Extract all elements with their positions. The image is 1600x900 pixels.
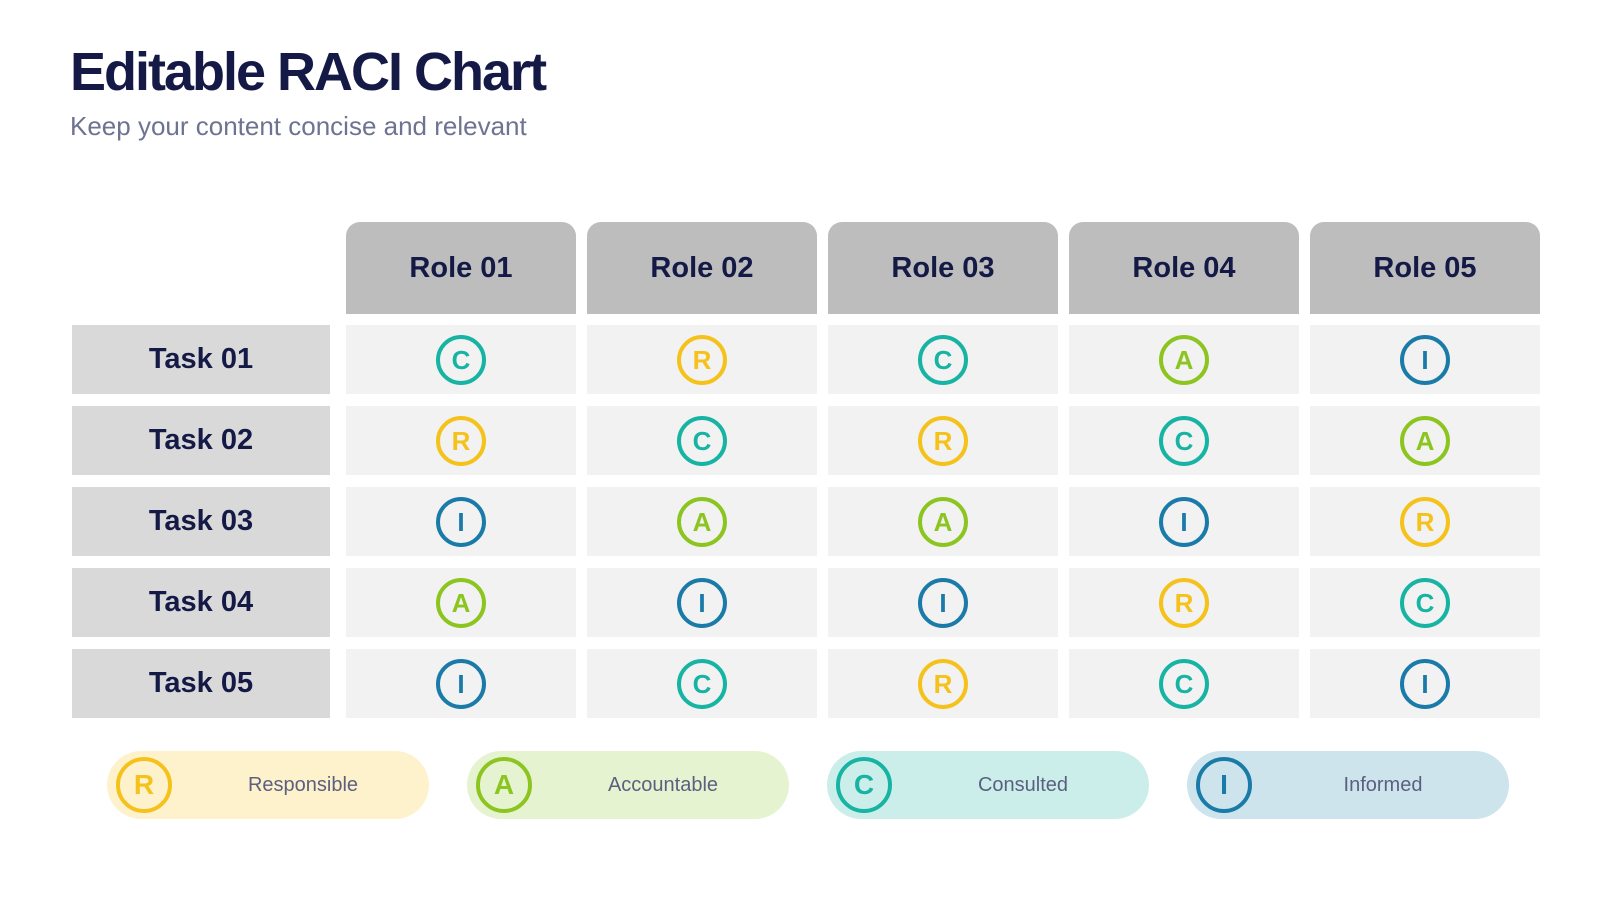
raci-badge: A	[1159, 334, 1209, 385]
raci-badge: I	[677, 577, 727, 628]
raci-cell[interactable]: I	[828, 568, 1058, 637]
raci-badge: A	[677, 496, 727, 547]
raci-cell[interactable]: C	[587, 406, 817, 475]
raci-cell[interactable]: C	[1069, 406, 1299, 475]
raci-badge: R	[1400, 496, 1450, 547]
raci-cell[interactable]: A	[346, 568, 576, 637]
raci-cell[interactable]: C	[587, 649, 817, 718]
legend-item: C Consulted	[827, 751, 1149, 819]
raci-badge: A	[1400, 415, 1450, 466]
legend-label: Informed	[1343, 773, 1423, 796]
raci-badge: I	[1400, 658, 1450, 709]
raci-cell[interactable]: I	[1069, 487, 1299, 556]
legend-item: A Accountable	[467, 751, 789, 819]
legend-label: Accountable	[607, 773, 719, 796]
task-label: Task 05	[72, 649, 330, 718]
task-label: Task 03	[72, 487, 330, 556]
raci-cell[interactable]: I	[1310, 649, 1540, 718]
legend-badge: C	[836, 757, 892, 813]
raci-badge: C	[918, 334, 968, 385]
raci-badge: R	[1159, 577, 1209, 628]
raci-cell[interactable]: R	[828, 649, 1058, 718]
task-label: Task 01	[72, 325, 330, 394]
raci-cell[interactable]: C	[1069, 649, 1299, 718]
raci-cell[interactable]: C	[1310, 568, 1540, 637]
raci-cell[interactable]: C	[346, 325, 576, 394]
raci-cell[interactable]: I	[346, 649, 576, 718]
raci-cell[interactable]: A	[1069, 325, 1299, 394]
raci-badge: I	[1159, 496, 1209, 547]
role-header: Role 02	[587, 222, 817, 314]
raci-badge: C	[436, 334, 486, 385]
raci-badge: C	[1159, 415, 1209, 466]
page-subtitle: Keep your content concise and relevant	[70, 111, 527, 141]
raci-badge: R	[918, 658, 968, 709]
raci-badge: I	[436, 658, 486, 709]
raci-cell[interactable]: A	[1310, 406, 1540, 475]
raci-cell[interactable]: I	[346, 487, 576, 556]
legend-badge: I	[1196, 757, 1252, 813]
raci-badge: C	[677, 658, 727, 709]
raci-cell[interactable]: R	[346, 406, 576, 475]
raci-badge: C	[1159, 658, 1209, 709]
legend-badge: R	[116, 757, 172, 813]
role-header: Role 04	[1069, 222, 1299, 314]
legend-item: I Informed	[1187, 751, 1509, 819]
legend-item: R Responsible	[107, 751, 429, 819]
role-header: Role 03	[828, 222, 1058, 314]
raci-badge: R	[436, 415, 486, 466]
role-header: Role 01	[346, 222, 576, 314]
task-label: Task 04	[72, 568, 330, 637]
raci-badge: A	[436, 577, 486, 628]
raci-badge: I	[918, 577, 968, 628]
legend-badge: A	[476, 757, 532, 813]
raci-cell[interactable]: R	[1310, 487, 1540, 556]
raci-badge: R	[677, 334, 727, 385]
raci-cell[interactable]: R	[1069, 568, 1299, 637]
raci-badge: A	[918, 496, 968, 547]
raci-cell[interactable]: R	[828, 406, 1058, 475]
raci-badge: R	[918, 415, 968, 466]
raci-cell[interactable]: I	[1310, 325, 1540, 394]
raci-cell[interactable]: I	[587, 568, 817, 637]
raci-cell[interactable]: A	[587, 487, 817, 556]
raci-cell[interactable]: A	[828, 487, 1058, 556]
raci-badge: C	[677, 415, 727, 466]
page-title: Editable RACI Chart	[70, 42, 547, 102]
role-header: Role 05	[1310, 222, 1540, 314]
raci-cell[interactable]: C	[828, 325, 1058, 394]
legend-label: Responsible	[247, 773, 359, 796]
raci-badge: I	[436, 496, 486, 547]
task-label: Task 02	[72, 406, 330, 475]
raci-cell[interactable]: R	[587, 325, 817, 394]
legend-label: Consulted	[977, 773, 1069, 796]
raci-badge: C	[1400, 577, 1450, 628]
raci-badge: I	[1400, 334, 1450, 385]
